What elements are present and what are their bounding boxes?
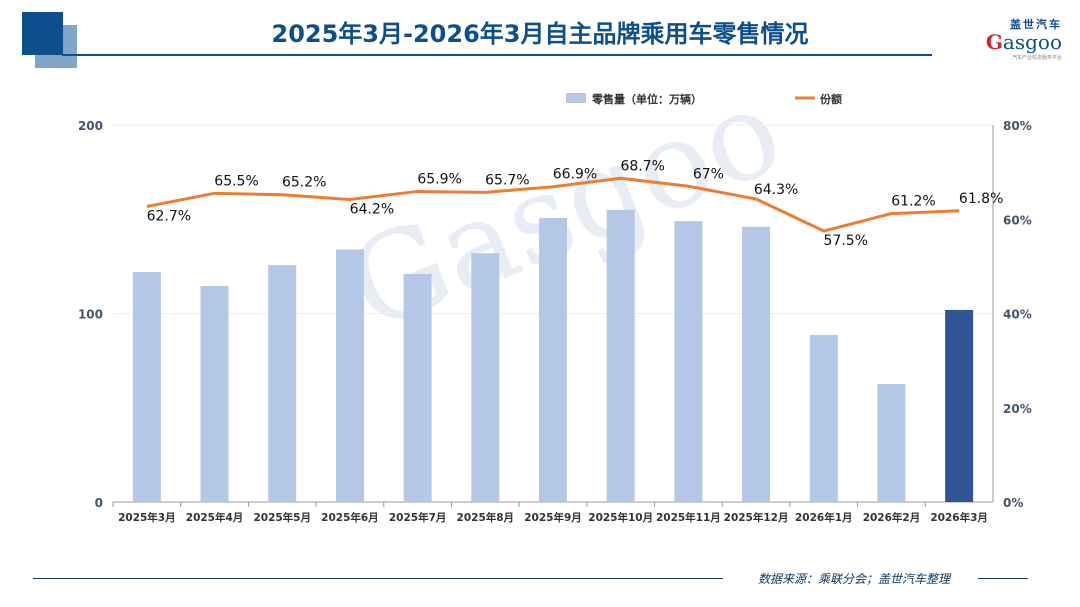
- data-label: 65.9%: [417, 171, 461, 187]
- y-right-tick: 0%: [1003, 496, 1023, 510]
- x-tick-label: 2026年3月: [930, 511, 988, 524]
- x-tick-label: 2025年3月: [118, 511, 176, 524]
- data-label: 67%: [693, 166, 724, 182]
- data-label: 62.7%: [147, 209, 191, 225]
- data-label: 61.2%: [891, 194, 935, 210]
- chart-title: 2025年3月-2026年3月自主品牌乘用车零售情况: [271, 20, 809, 48]
- bar: [809, 334, 838, 502]
- y-left-tick: 0: [95, 496, 103, 510]
- data-label: 65.7%: [485, 172, 529, 188]
- x-tick-label: 2026年1月: [795, 511, 853, 524]
- x-tick-label: 2025年12月: [724, 511, 789, 524]
- logo-cn: 盖世汽车: [1010, 18, 1062, 31]
- y-left-tick: 200: [78, 119, 103, 133]
- data-label: 65.5%: [214, 173, 258, 189]
- x-tick-label: 2025年4月: [186, 511, 244, 524]
- logo-sub: 汽车产业信息服务平台: [1011, 55, 1062, 61]
- data-label: 64.3%: [754, 182, 798, 198]
- bar: [742, 226, 771, 503]
- bar: [268, 265, 297, 502]
- bar: [132, 272, 161, 502]
- footer-line-right: [978, 578, 1028, 579]
- gasgoo-logo: 盖世汽车 Gasgoo 汽车产业信息服务平台: [962, 16, 1062, 61]
- decor-square-dark: [22, 12, 63, 55]
- bar: [606, 209, 635, 502]
- bar: [335, 249, 364, 502]
- title-divider: [62, 54, 932, 56]
- bar: [403, 273, 432, 502]
- x-tick-label: 2025年7月: [389, 511, 447, 524]
- data-label: 57.5%: [824, 233, 868, 249]
- x-tick-label: 2025年9月: [524, 511, 582, 524]
- y-right-tick: 60%: [1003, 213, 1032, 227]
- bar: [945, 309, 974, 502]
- data-label: 65.2%: [282, 175, 326, 191]
- y-right-tick: 80%: [1003, 119, 1032, 133]
- bar: [877, 383, 906, 502]
- x-tick-label: 2025年5月: [253, 511, 311, 524]
- y-right-tick: 20%: [1003, 402, 1032, 416]
- bar: [674, 221, 703, 502]
- share-line: [146, 176, 960, 233]
- bar: [200, 285, 229, 502]
- y-right-tick: 40%: [1003, 308, 1032, 322]
- footer-line: [33, 578, 723, 579]
- bar: [471, 253, 500, 502]
- x-tick-label: 2025年8月: [457, 511, 515, 524]
- data-label: 68.7%: [620, 158, 664, 174]
- y-left-tick: 100: [78, 308, 103, 322]
- footer-source: 数据来源：乘联分会；盖世汽车整理: [757, 572, 950, 586]
- legend-swatch-bar: [566, 93, 586, 103]
- legend-label-bar: 零售量（单位：万辆）: [591, 92, 702, 106]
- bar: [539, 217, 567, 503]
- x-tick-label: 2025年11月: [656, 511, 721, 524]
- x-tick-label: 2026年2月: [863, 511, 921, 524]
- x-tick-label: 2025年10月: [588, 511, 653, 524]
- data-label: 64.2%: [350, 201, 394, 217]
- x-tick-label: 2025年6月: [321, 511, 379, 524]
- data-label: 61.8%: [959, 191, 1003, 207]
- legend-label-line: 份额: [820, 92, 842, 106]
- logo-en: Gasgoo: [985, 30, 1062, 54]
- data-label: 66.9%: [553, 167, 597, 183]
